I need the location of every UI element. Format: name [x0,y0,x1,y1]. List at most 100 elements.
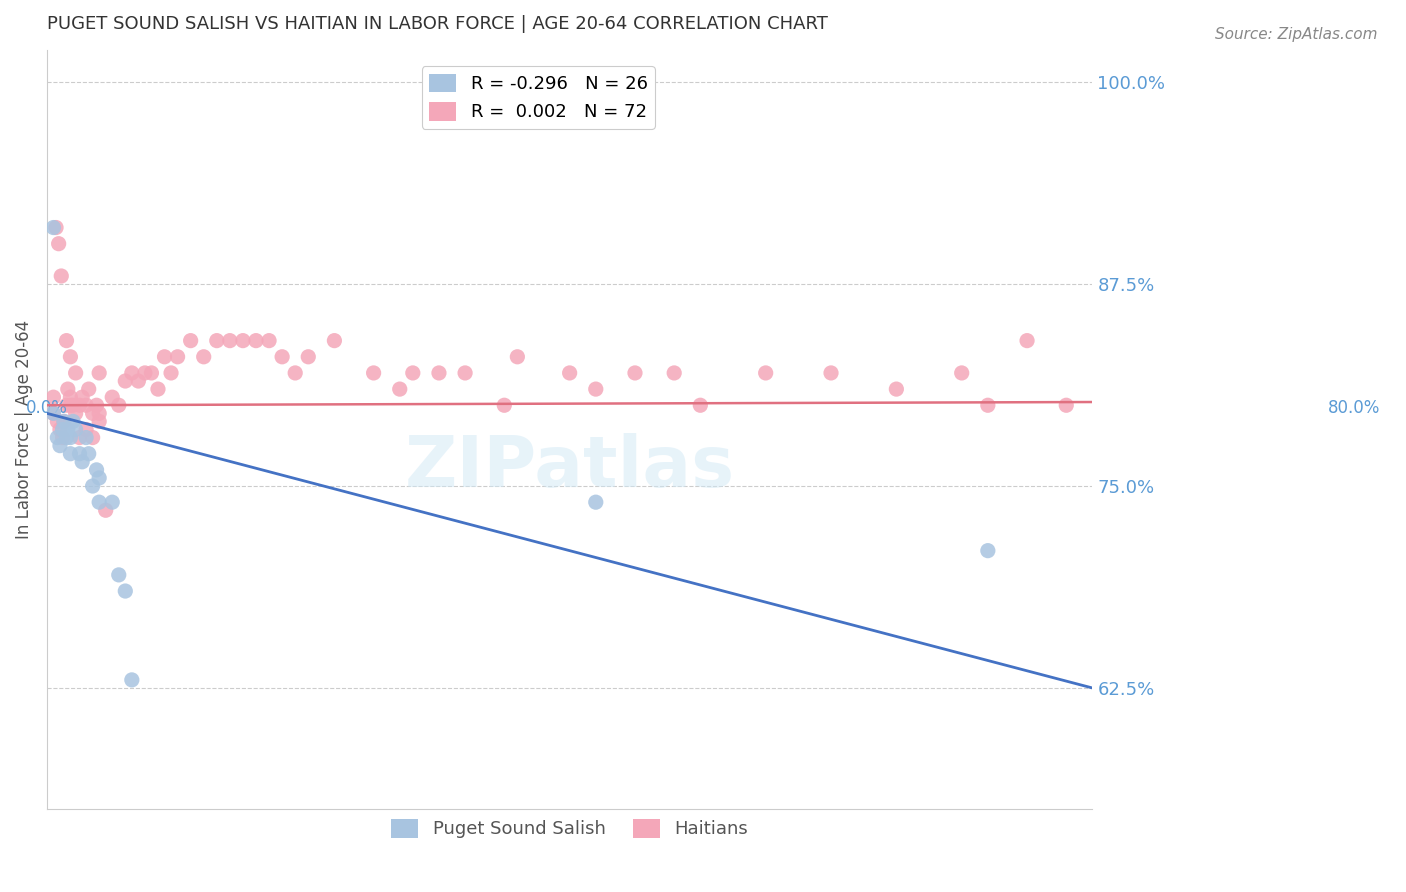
Point [977,543,1000,558]
Point [70,455,93,469]
Point [62,414,84,428]
Point [65,366,87,380]
Point [1054,398,1077,412]
Text: 0.0%: 0.0% [25,399,67,417]
Point [69,398,91,412]
Point [257,334,280,348]
Point [363,366,385,380]
Text: ZIPatlas: ZIPatlas [405,433,735,502]
Point [454,366,477,380]
Point [49,422,72,436]
Legend: Puget Sound Salish, Haitians: Puget Sound Salish, Haitians [384,812,755,846]
Point [49,439,72,453]
Point [69,447,91,461]
Point [59,350,82,364]
Point [82,406,104,420]
Point [664,366,686,380]
Point [101,495,124,509]
Point [42,406,65,420]
Point [52,431,75,445]
Point [75,422,97,436]
Point [180,334,202,348]
Point [218,334,240,348]
Point [388,382,411,396]
Point [205,334,228,348]
Point [75,431,97,445]
Point [52,414,75,428]
Point [52,414,75,428]
Point [107,567,129,582]
Point [55,398,77,412]
Point [55,431,77,445]
Point [121,366,143,380]
Point [89,471,111,485]
Point [506,350,529,364]
Point [755,366,778,380]
Point [82,431,104,445]
Point [585,382,607,396]
Text: 80.0%: 80.0% [1327,399,1379,417]
Point [166,350,188,364]
Point [89,366,111,380]
Point [950,366,973,380]
Point [42,406,65,420]
Point [42,220,65,235]
Point [46,414,69,428]
Point [75,398,97,412]
Point [59,398,82,412]
Point [56,382,79,396]
Point [323,334,346,348]
Point [232,334,254,348]
Point [59,431,82,445]
Point [886,382,908,396]
Point [284,366,307,380]
Text: PUGET SOUND SALISH VS HAITIAN IN LABOR FORCE | AGE 20-64 CORRELATION CHART: PUGET SOUND SALISH VS HAITIAN IN LABOR F… [46,15,828,33]
Point [65,422,87,436]
Point [62,398,84,412]
Point [59,390,82,404]
Point [86,398,108,412]
Point [134,366,156,380]
Point [193,350,215,364]
Point [245,334,267,348]
Point [48,236,70,251]
Text: Source: ZipAtlas.com: Source: ZipAtlas.com [1215,27,1378,42]
Point [45,220,67,235]
Point [70,390,93,404]
Point [52,422,75,436]
Point [153,350,176,364]
Point [65,406,87,420]
Point [558,366,581,380]
Point [89,414,111,428]
Point [77,382,100,396]
Point [51,268,73,283]
Point [107,398,129,412]
Point [82,479,104,493]
Point [146,382,169,396]
Point [494,398,516,412]
Point [820,366,842,380]
Point [427,366,450,380]
Point [56,422,79,436]
Point [402,366,425,380]
Point [121,673,143,687]
Point [89,406,111,420]
Point [94,503,117,517]
Point [86,463,108,477]
Point [127,374,149,388]
Point [55,334,77,348]
Point [1015,334,1038,348]
Point [977,398,1000,412]
Point [46,431,69,445]
Point [689,398,711,412]
Point [101,390,124,404]
Point [141,366,163,380]
Point [89,495,111,509]
Point [114,584,136,599]
Point [624,366,647,380]
Point [271,350,294,364]
Y-axis label: In Labor Force | Age 20-64: In Labor Force | Age 20-64 [15,320,32,539]
Point [297,350,319,364]
Point [59,447,82,461]
Point [585,495,607,509]
